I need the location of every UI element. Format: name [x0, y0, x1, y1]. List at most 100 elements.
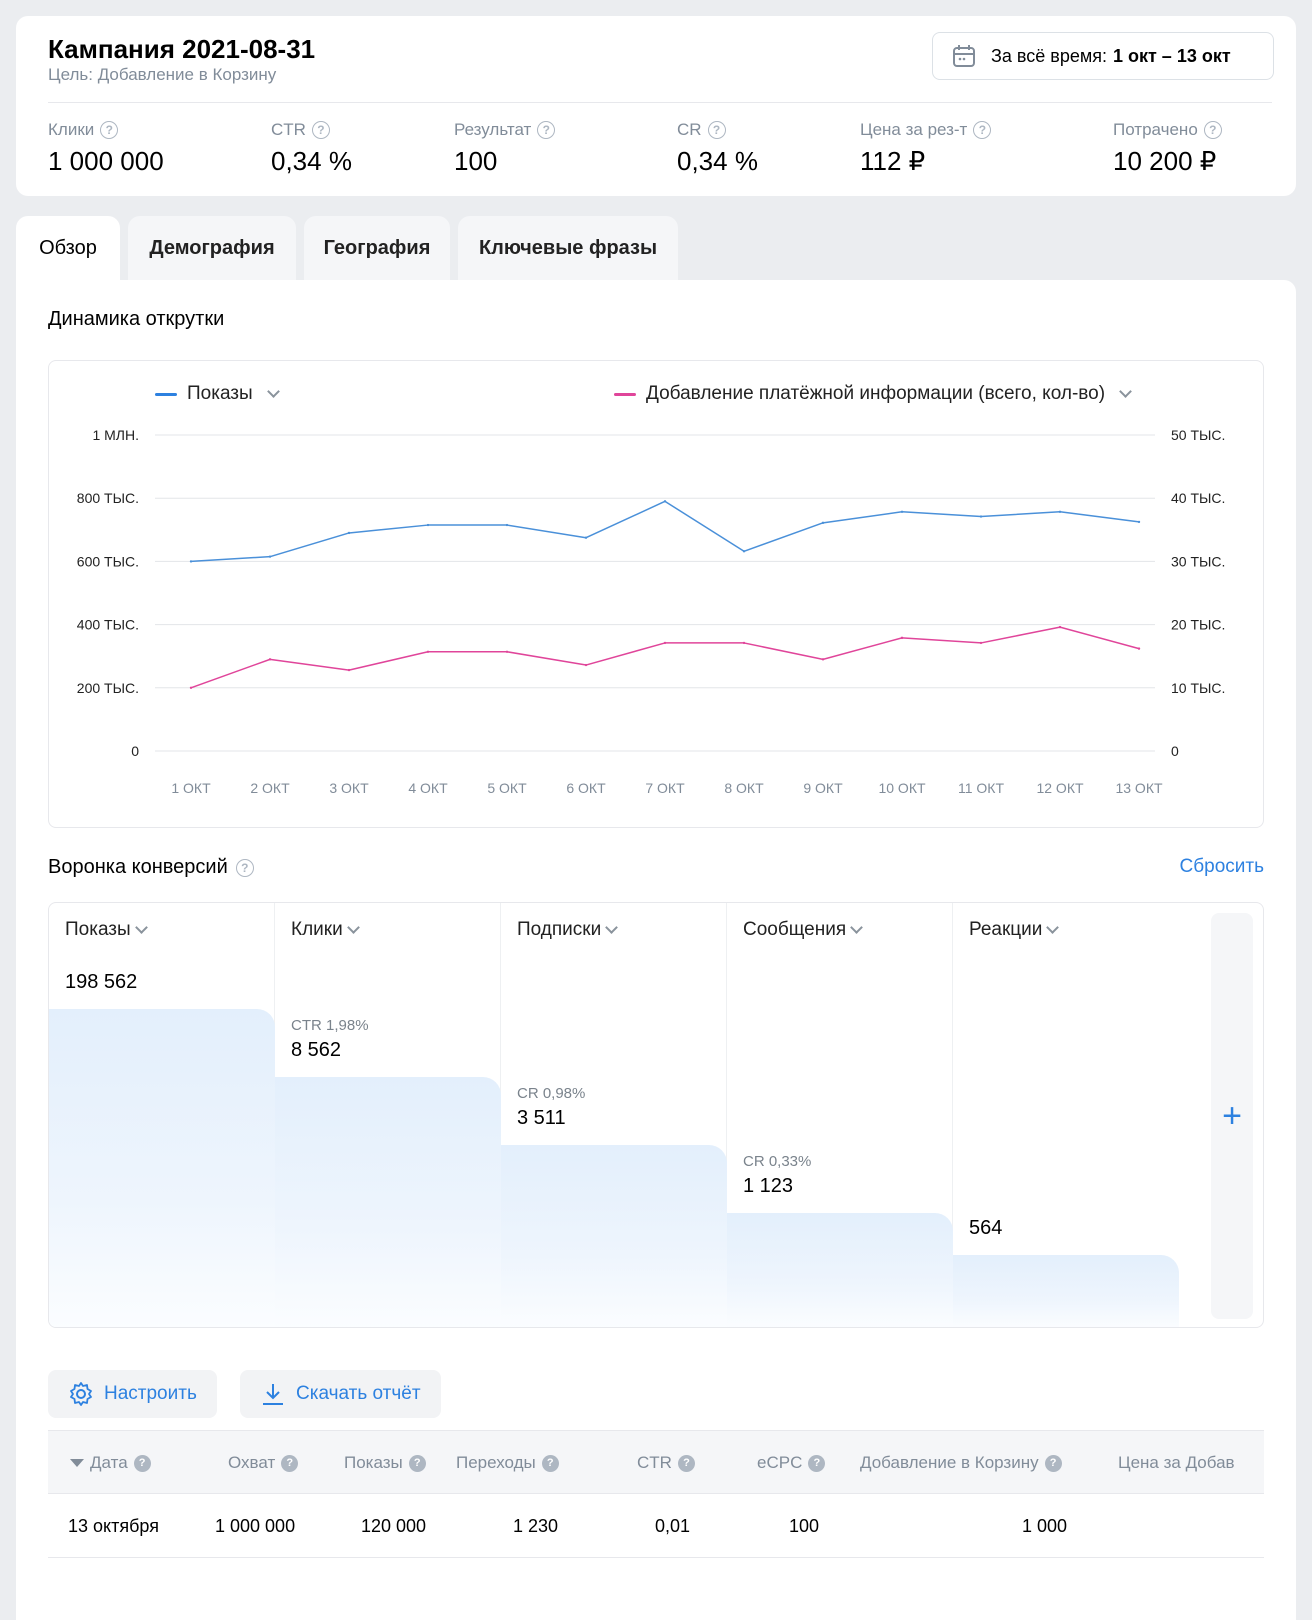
tab-geography[interactable]: География [304, 216, 450, 280]
cell-add-to-cart: 1 000 [1022, 1515, 1068, 1536]
funnel-step-selector[interactable]: Показы [65, 919, 148, 941]
x-tick-label: 3 ОКТ [329, 780, 369, 796]
chevron-down-icon [346, 920, 360, 934]
conversion-funnel: Показы 198 562 Клики CTR 1,98% 8 562 Под… [48, 902, 1264, 1328]
date-range-button[interactable]: За всё время: 1 окт – 13 окт [932, 32, 1274, 80]
x-tick-label: 6 ОКТ [566, 780, 606, 796]
download-report-button[interactable]: Скачать отчёт [240, 1370, 441, 1418]
y-left-tick-label: 400 ТЫС. [77, 617, 139, 633]
help-icon[interactable]: ? [235, 858, 254, 877]
funnel-step-name: Клики [291, 919, 343, 940]
column-header-label: Дата [90, 1453, 128, 1472]
data-point [663, 641, 667, 645]
funnel-step-selector[interactable]: Клики [291, 919, 360, 941]
date-range-value: 1 окт – 13 окт [1112, 45, 1231, 66]
campaign-goal: Цель: Добавление в Корзину [48, 65, 277, 84]
help-icon[interactable]: ? [677, 1454, 695, 1472]
data-point [1137, 647, 1141, 650]
funnel-step-rate: CTR 1,98% [291, 1017, 369, 1034]
y-right-tick-label: 20 ТЫС. [1171, 617, 1225, 633]
column-header-reach[interactable]: Охват? [228, 1431, 299, 1495]
data-point [505, 650, 509, 653]
help-icon[interactable]: ? [133, 1454, 151, 1472]
sort-desc-icon [70, 1459, 84, 1467]
help-icon[interactable]: ? [541, 1454, 559, 1472]
funnel-bar [953, 1255, 1179, 1327]
help-icon[interactable]: ? [1203, 121, 1222, 139]
funnel-step-value: 564 [969, 1217, 1003, 1239]
help-icon[interactable]: ? [408, 1454, 426, 1472]
add-funnel-step-button[interactable]: + [1211, 913, 1253, 1319]
funnel-step-selector[interactable]: Подписки [517, 919, 619, 941]
funnel-step-selector[interactable]: Реакции [969, 919, 1060, 941]
x-tick-label: 13 ОКТ [1115, 780, 1163, 796]
y-left-tick-label: 200 ТЫС. [77, 680, 139, 696]
tab-keywords[interactable]: Ключевые фразы [458, 216, 678, 280]
help-icon[interactable]: ? [281, 1454, 299, 1472]
divider [48, 102, 1272, 103]
data-point [742, 550, 746, 553]
y-left-tick-label: 600 ТЫС. [77, 553, 139, 569]
funnel-step-rate: CR 0,98% [517, 1085, 586, 1102]
metric-value: 0,34 % [271, 146, 352, 176]
help-icon[interactable]: ? [973, 121, 992, 139]
data-point [268, 658, 272, 661]
data-point [1058, 510, 1062, 513]
help-icon[interactable]: ? [100, 121, 119, 139]
funnel-step-name: Подписки [517, 919, 602, 940]
legend-label: Показы [187, 383, 253, 404]
data-point [979, 515, 983, 518]
reset-link[interactable]: Сбросить [1179, 856, 1264, 877]
chevron-down-icon [134, 920, 148, 934]
metric-label: Цена за рез-т [860, 120, 968, 139]
x-tick-label: 12 ОКТ [1036, 780, 1084, 796]
data-point [426, 523, 430, 527]
chevron-down-icon [1046, 920, 1060, 934]
metric-cost-per-result: Цена за рез-т? 112 ₽ [860, 120, 992, 177]
date-range-prefix: За всё время: [991, 45, 1107, 66]
funnel-step-messages: Сообщения CR 0,33% 1 123 [727, 903, 953, 1327]
legend-series-impressions[interactable]: Показы [155, 383, 280, 405]
configure-button[interactable]: Настроить [48, 1370, 217, 1418]
column-header-date[interactable]: Дата? [70, 1431, 151, 1495]
funnel-step-value: 1 123 [743, 1175, 794, 1197]
legend-series-payment-info[interactable]: Добавление платёжной информации (всего, … [614, 383, 1132, 405]
column-header-add-to-cart[interactable]: Добавление в Корзину? [860, 1431, 1062, 1495]
metric-value: 112 ₽ [860, 146, 926, 176]
overview-panel: Динамика открутки Показы Добавление плат… [16, 280, 1296, 1620]
cell-ecpc: 100 [789, 1515, 820, 1536]
data-point [900, 510, 904, 513]
column-header-label: Переходы [456, 1453, 536, 1472]
tab-overview[interactable]: Обзор [16, 216, 120, 280]
y-right-tick-label: 30 ТЫС. [1171, 553, 1225, 569]
help-icon[interactable]: ? [707, 121, 726, 139]
help-icon[interactable]: ? [311, 121, 330, 139]
funnel-step-name: Сообщения [743, 919, 847, 940]
x-tick-label: 10 ОКТ [878, 780, 926, 796]
column-header-ctr[interactable]: CTR? [637, 1431, 695, 1495]
dynamics-chart: Показы Добавление платёжной информации (… [48, 360, 1264, 828]
download-icon [263, 1384, 283, 1405]
x-tick-label: 11 ОКТ [958, 780, 1004, 796]
column-header-add-price[interactable]: Цена за Добав [1118, 1431, 1264, 1495]
help-icon[interactable]: ? [1044, 1454, 1062, 1472]
column-header-ecpc[interactable]: eCPC? [757, 1431, 826, 1495]
cell-clicks: 1 230 [513, 1515, 559, 1536]
help-icon[interactable]: ? [808, 1454, 826, 1472]
help-icon[interactable]: ? [537, 121, 556, 139]
x-tick-label: 4 ОКТ [408, 780, 448, 796]
column-header-impressions[interactable]: Показы? [344, 1431, 426, 1495]
x-tick-label: 8 ОКТ [724, 780, 764, 796]
funnel-step-selector[interactable]: Сообщения [743, 919, 863, 941]
funnel-step-subscriptions: Подписки CR 0,98% 3 511 [501, 903, 727, 1327]
tab-demography[interactable]: Демография [128, 216, 296, 280]
x-tick-label: 5 ОКТ [487, 780, 527, 796]
funnel-title: Воронка конверсий [48, 856, 228, 878]
cell-reach: 1 000 000 [215, 1515, 296, 1536]
table-row[interactable]: 13 октября 1 000 000 120 000 1 230 0,01 … [48, 1494, 1264, 1558]
metric-cr: CR? 0,34 % [677, 120, 758, 177]
funnel-step-value: 198 562 [65, 971, 138, 993]
data-point [663, 500, 667, 503]
data-point [347, 531, 351, 535]
column-header-clicks[interactable]: Переходы? [456, 1431, 559, 1495]
